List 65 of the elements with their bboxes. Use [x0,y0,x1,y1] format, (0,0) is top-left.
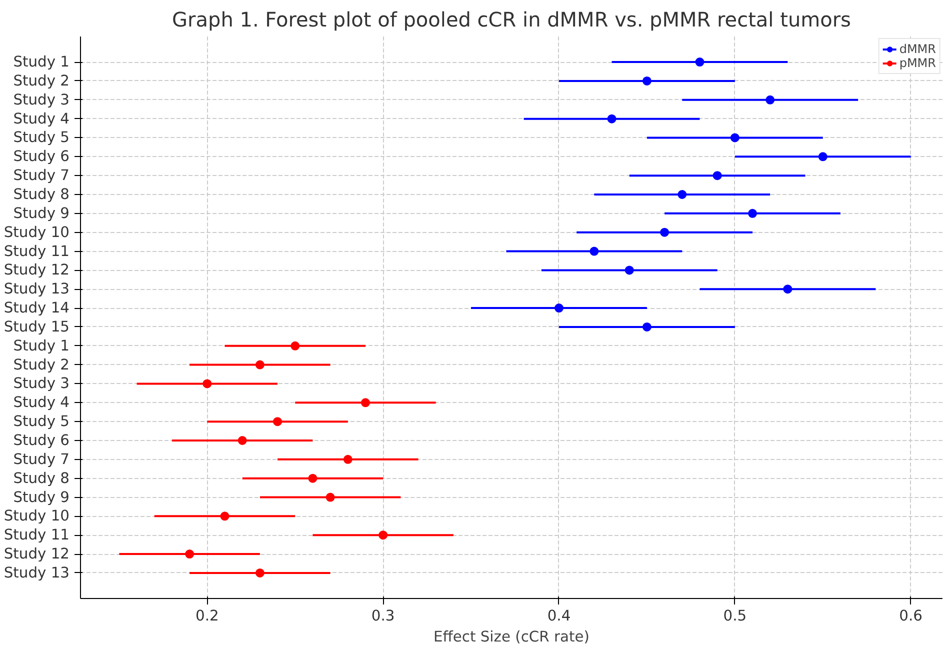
point [326,492,335,502]
point [590,246,599,256]
y-tick-label: Study 6 [13,432,70,449]
x-tick-label: 0.2 [196,608,219,624]
y-tick-label: Study 13 [4,564,70,582]
point [712,171,722,180]
point [202,379,212,388]
point [554,304,564,313]
point [642,322,652,332]
y-tick-label: Study 8 [13,186,70,204]
y-tick-label: Study 4 [13,110,70,128]
y-tick-label: Study 8 [13,470,70,487]
y-tick-label: Study 4 [13,394,70,412]
point [185,550,194,559]
y-tick-label: Study 7 [13,450,70,468]
chart-title: Graph 1. Forest plot of pooled cCR in dMMR vs. pMMR rectal tumors [172,8,851,32]
y-tick-label: Study 10 [4,508,70,525]
point [308,474,318,483]
point [783,284,792,294]
y-tick-label: Study 5 [13,129,70,146]
legend-label: dMMR [899,42,936,56]
x-tick-label: 0.5 [723,608,747,624]
point [238,436,247,445]
point [642,76,652,86]
y-tick-label: Study 2 [13,356,70,374]
point [818,152,828,162]
y-tick-label: Study 14 [4,300,70,317]
point [343,454,352,464]
y-tick-label: Study 1 [13,337,70,354]
y-tick-label: Study 1 [13,54,70,71]
point [660,228,670,237]
y-tick-label: Study 11 [4,242,70,260]
point [748,208,758,218]
y-tick-label: Study 12 [4,546,70,563]
point [766,95,775,104]
x-axis-title: Effect Size (cCR rate) [434,628,590,646]
x-tick-label: 0.6 [899,608,922,624]
y-tick-label: Study 6 [13,148,70,166]
y-tick-label: Study 9 [13,204,70,222]
point [607,114,616,124]
point [255,568,264,578]
y-tick-label: Study 5 [13,413,70,430]
point [255,360,264,370]
x-tick-label: 0.3 [371,608,395,624]
y-tick-label: Study 12 [4,262,70,279]
y-tick-label: Study 11 [4,526,70,544]
point [290,341,300,350]
y-tick-label: Study 15 [4,318,70,336]
y-tick-label: Study 2 [13,72,70,90]
point [273,417,282,426]
point [730,133,740,142]
y-tick-label: Study 7 [13,167,70,184]
y-tick-label: Study 3 [13,91,70,108]
point [378,530,388,540]
point [220,512,230,521]
legend-label: pMMR [899,56,936,70]
point [360,398,370,408]
x-tick-label: 0.4 [547,608,571,624]
y-tick-label: Study 13 [4,280,70,298]
point [678,190,687,199]
point [695,58,704,67]
point [624,266,634,275]
y-tick-label: Study 3 [13,375,70,392]
y-tick-label: Study 9 [13,488,70,506]
y-tick-label: Study 10 [4,224,70,241]
